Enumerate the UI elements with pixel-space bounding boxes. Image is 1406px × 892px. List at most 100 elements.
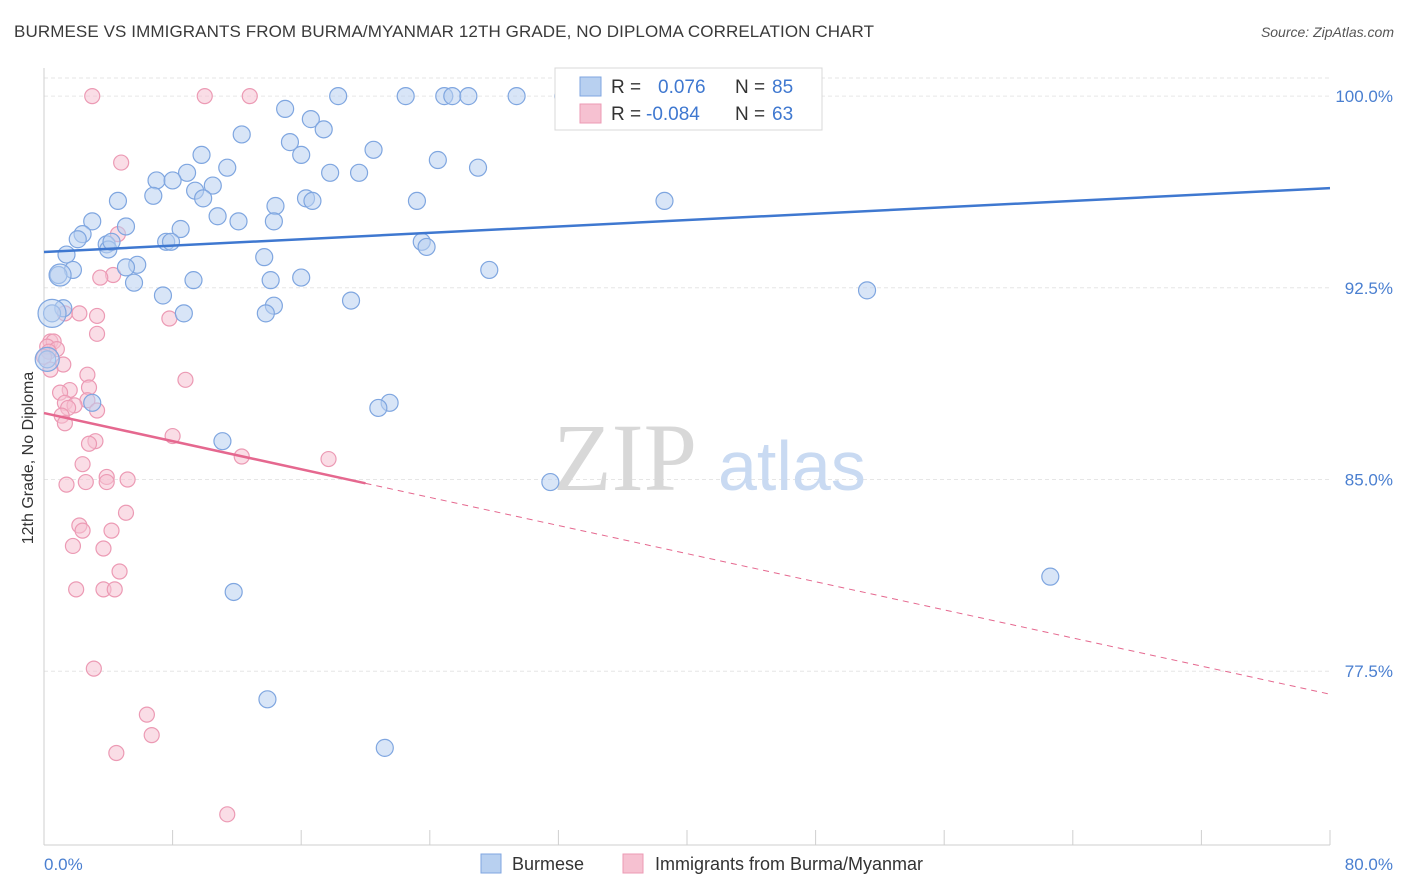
burmese-point (329, 87, 348, 106)
legend-swatch-immigrants (622, 853, 644, 874)
burmese-point (218, 158, 237, 177)
burmese-point (480, 260, 499, 280)
immigrant-point (74, 522, 91, 539)
y-tick-label: 85.0% (1345, 471, 1393, 490)
immigrant-trend-line-dashed (365, 482, 1331, 695)
burmese-point (108, 191, 128, 211)
legend-label-immigrants: Immigrants from Burma/Myanmar (655, 854, 923, 874)
stats-legend: R = 0.076 N = 85 R = -0.084 N = 63 (554, 67, 823, 131)
trend-lines (43, 186, 1331, 695)
immigrant-point (161, 310, 178, 327)
legend-swatch-blue (579, 76, 602, 97)
y-axis-title: 12th Grade, No Diploma (20, 372, 37, 545)
burmese-point (314, 120, 333, 139)
burmese-point (213, 432, 232, 451)
burmese-point (208, 207, 227, 226)
immigrant-point (143, 726, 160, 744)
burmese-point (341, 291, 361, 310)
watermark-atlas: atlas (718, 427, 866, 505)
burmese-point (255, 248, 274, 267)
legend-swatch-burmese (480, 853, 502, 874)
legend-swatch-pink (579, 103, 602, 124)
gridlines (44, 77, 1330, 672)
burmese-point (232, 125, 251, 144)
burmese-point (443, 87, 462, 106)
burmese-point (224, 582, 243, 602)
watermark: ZIP atlas (553, 404, 866, 511)
immigrant-point (64, 537, 82, 555)
legend-n-value: 63 (772, 104, 793, 125)
burmese-point (83, 393, 102, 412)
burmese-point (301, 110, 320, 129)
burmese-point (161, 232, 181, 251)
burmese-point (203, 176, 222, 195)
legend-r-label: R = (611, 77, 641, 98)
burmese-point (375, 738, 394, 757)
burmese-point (428, 150, 447, 170)
burmese-point (1041, 567, 1060, 586)
burmese-point (174, 304, 193, 323)
burmese-point (144, 186, 163, 205)
immigrant-point (84, 88, 101, 105)
immigrant-point (241, 88, 258, 105)
burmese-point (116, 217, 136, 236)
x-tick-labels: 0.0% 80.0% (44, 855, 1393, 874)
immigrant-point (85, 660, 102, 677)
burmese-point (369, 398, 388, 418)
x-tick-label: 0.0% (44, 855, 83, 874)
data-points (34, 87, 1060, 823)
immigrant-trend-line (43, 411, 366, 485)
burmese-point (147, 171, 166, 190)
burmese-point-large (34, 346, 60, 372)
burmese-point (396, 87, 415, 106)
x-tick-label: 80.0% (1345, 855, 1393, 874)
burmese-point (417, 237, 436, 257)
series-legend: Burmese Immigrants from Burma/Myanmar (480, 853, 923, 874)
burmese-point (266, 196, 285, 216)
immigrant-point (92, 269, 109, 286)
burmese-point (292, 145, 311, 165)
immigrant-point (88, 307, 106, 325)
chart-title: BURMESE VS IMMIGRANTS FROM BURMA/MYANMAR… (14, 22, 875, 41)
legend-n-value: 85 (772, 77, 793, 98)
immigrant-point (119, 471, 136, 488)
burmese-point (407, 191, 427, 211)
burmese-point (280, 133, 300, 152)
burmese-point (857, 281, 877, 300)
source-label: Source: ZipAtlas.com (1260, 24, 1394, 40)
burmese-point (57, 245, 76, 264)
y-tick-labels: 100.0% 92.5% 85.0% 77.5% (1335, 87, 1393, 681)
burmese-point (256, 304, 275, 323)
burmese-point (321, 163, 340, 182)
watermark-zip: ZIP (553, 404, 697, 511)
legend-label-burmese: Burmese (512, 854, 584, 874)
legend-n-label: N = (735, 77, 765, 98)
burmese-point (192, 145, 211, 165)
y-tick-label: 100.0% (1335, 87, 1393, 106)
axes (43, 68, 1331, 846)
immigrant-point (98, 473, 115, 491)
burmese-point (468, 158, 488, 177)
immigrant-point (71, 305, 88, 322)
burmese-point (507, 87, 526, 106)
immigrant-point (106, 581, 123, 598)
burmese-point (303, 191, 322, 211)
immigrant-point (74, 456, 91, 473)
burmese-point (153, 286, 173, 305)
burmese-point (194, 189, 213, 208)
immigrant-point (111, 563, 128, 580)
burmese-point (276, 99, 295, 118)
legend-r-label: R = (611, 104, 641, 125)
burmese-point (264, 212, 283, 231)
y-tick-label: 77.5% (1345, 662, 1393, 681)
immigrant-point (113, 154, 130, 171)
immigrant-point (219, 806, 236, 823)
immigrant-point (196, 88, 213, 105)
burmese-point (163, 171, 182, 190)
burmese-point (258, 690, 277, 709)
burmese-point (459, 87, 478, 106)
burmese-point (292, 268, 311, 287)
legend-r-value: -0.084 (646, 104, 700, 125)
immigrant-point (138, 706, 155, 723)
